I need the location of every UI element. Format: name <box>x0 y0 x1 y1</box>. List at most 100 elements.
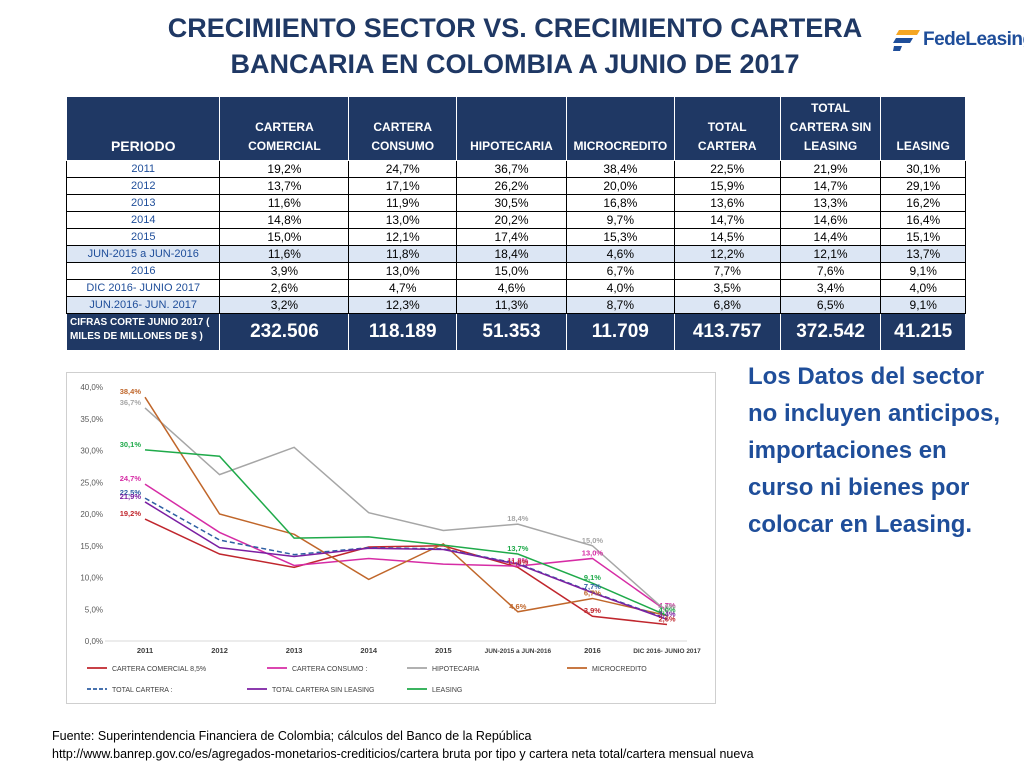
sector-note: Los Datos del sector no incluyen anticip… <box>748 363 1001 538</box>
table-cell: 4,6% <box>456 279 567 297</box>
series-line-6 <box>144 449 668 617</box>
table-cell: 13,7% <box>880 245 966 263</box>
col-header-total-cartera: TOTAL CARTERA <box>673 96 781 161</box>
y-tick-label: 10,0% <box>80 574 103 583</box>
table-cell-period: JUN.2016- JUN. 2017 <box>65 296 221 314</box>
table-cell: 14,6% <box>779 211 882 229</box>
table-cell: 8,7% <box>565 296 675 314</box>
legend-label-2: HIPOTECARIA <box>432 666 480 673</box>
table-cell: 15,0% <box>456 262 567 280</box>
table-cell: 13,7% <box>219 177 350 195</box>
x-tick-label: 2014 <box>360 646 378 655</box>
x-tick-label: 2011 <box>137 646 153 655</box>
table-cell: 13,6% <box>673 194 781 212</box>
col-header-leasing: LEASING <box>880 96 966 161</box>
y-tick-label: 25,0% <box>80 478 103 487</box>
col-header-cartera-comercial: CARTERA COMERCIAL <box>219 96 350 161</box>
y-tick-label: 15,0% <box>80 542 103 551</box>
legend-label-1: CARTERA CONSUMO : <box>292 666 367 673</box>
data-label: 3,9% <box>584 606 601 615</box>
totals-cell: 372.542 <box>779 313 882 351</box>
table-cell: 20,0% <box>565 177 675 195</box>
table-cell: 4,7% <box>348 279 458 297</box>
totals-cell: 118.189 <box>348 313 458 351</box>
table-cell: 14,8% <box>219 211 350 229</box>
series-line-5 <box>144 501 668 621</box>
table-cell: 12,2% <box>673 245 781 263</box>
table-cell: 4,0% <box>880 279 966 297</box>
x-tick-label: 2013 <box>286 646 303 655</box>
table-cell: 26,2% <box>456 177 567 195</box>
data-label: 2,6% <box>658 614 675 623</box>
table-cell: 12,3% <box>348 296 458 314</box>
table-cell: 13,3% <box>779 194 882 212</box>
line-chart-svg: 0,0% 5,0% 10,0% 15,0% 20,0% 25,0% 30,0% 35,0% 40… <box>80 383 701 694</box>
table-cell: 11,3% <box>456 296 567 314</box>
totals-label: CIFRAS CORTE JUNIO 2017 ( MILES DE MILLO… <box>65 313 221 351</box>
data-label: 4,6% <box>509 602 526 611</box>
table-cell: 3,9% <box>219 262 350 280</box>
table-row: 2012 13,7% 17,1% 26,2% 20,0% 15,9% 14,7% 29,1% <box>65 177 966 195</box>
table-cell: 9,1% <box>880 262 966 280</box>
table-cell-period: 2011 <box>65 160 221 178</box>
data-label: 4,0% <box>658 606 675 615</box>
col-header-cartera-consumo: CARTERA CONSUMO <box>348 96 458 161</box>
totals-row: CIFRAS CORTE JUNIO 2017 ( MILES DE MILLO… <box>65 313 966 351</box>
table-cell: 3,4% <box>779 279 882 297</box>
table-cell: 14,7% <box>673 211 781 229</box>
totals-cell: 11.709 <box>565 313 675 351</box>
series-line-3 <box>144 396 668 617</box>
table-cell: 29,1% <box>880 177 966 195</box>
col-header-microcredito: MICROCREDITO <box>565 96 675 161</box>
legend-label-0: CARTERA COMERCIAL 8,5% <box>112 666 206 673</box>
totals-cell: 232.506 <box>219 313 350 351</box>
table-cell: 2,6% <box>219 279 350 297</box>
y-tick-label: 5,0% <box>85 605 103 614</box>
table-cell: 13,0% <box>348 262 458 280</box>
y-tick-label: 40,0% <box>80 383 103 392</box>
data-label: 13,7% <box>507 544 529 553</box>
table-cell: 4,6% <box>565 245 675 263</box>
table-cell: 30,5% <box>456 194 567 212</box>
x-tick-label: JUN-2015 a JUN-2016 <box>485 648 552 655</box>
table-row: 2016 3,9% 13,0% 15,0% 6,7% 7,7% 7,6% 9,1% <box>65 262 966 280</box>
page-title: CRECIMIENTO SECTOR VS. CRECIMIENTO CARTE… <box>167 13 863 79</box>
growth-table: PERIODO CARTERA COMERCIAL CARTERA CONSUM… <box>65 96 966 351</box>
table-cell: 3,2% <box>219 296 350 314</box>
table-cell: 11,9% <box>348 194 458 212</box>
y-tick-label: 35,0% <box>80 415 103 424</box>
x-tick-label: DIC 2016- JUNIO 2017 <box>633 648 701 655</box>
table-cell-period: 2014 <box>65 211 221 229</box>
table-cell: 14,4% <box>779 228 882 246</box>
y-tick-label: 30,0% <box>80 447 103 456</box>
data-label: 21,9% <box>120 492 142 501</box>
data-label: 13,0% <box>582 548 604 557</box>
table-cell-period: 2015 <box>65 228 221 246</box>
table-cell: 15,3% <box>565 228 675 246</box>
table-cell: 24,7% <box>348 160 458 178</box>
table-cell: 15,9% <box>673 177 781 195</box>
source-line-1: Fuente: Superintendencia Financiera de C… <box>52 729 532 743</box>
table-cell: 6,7% <box>565 262 675 280</box>
x-tick-label: 2012 <box>211 646 228 655</box>
table-cell-period: 2013 <box>65 194 221 212</box>
data-label: 30,1% <box>120 440 142 449</box>
totals-cell: 413.757 <box>673 313 781 351</box>
table-cell: 21,9% <box>779 160 882 178</box>
data-label: 36,7% <box>120 398 142 407</box>
data-label: 22,5% <box>120 488 142 497</box>
table-row: DIC 2016- JUNIO 2017 2,6% 4,7% 4,6% 4,0% 3,5%… <box>65 279 966 297</box>
data-label: 38,4% <box>120 387 142 396</box>
table-header-row: PERIODO CARTERA COMERCIAL CARTERA CONSUM… <box>65 96 966 161</box>
table-cell: 16,8% <box>565 194 675 212</box>
table-cell: 22,5% <box>673 160 781 178</box>
legend-label-3: MICROCREDITO <box>592 666 647 673</box>
table-cell: 36,7% <box>456 160 567 178</box>
table-row: 2015 15,0% 12,1% 17,4% 15,3% 14,5% 14,4% 15,1% <box>65 228 966 246</box>
data-label: 24,7% <box>120 474 142 483</box>
table-cell: 6,5% <box>779 296 882 314</box>
table-cell: 11,6% <box>219 245 350 263</box>
logo-mark-icon <box>893 30 920 51</box>
table-cell: 7,7% <box>673 262 781 280</box>
logo-text: FedeLeasing <box>923 29 1024 50</box>
